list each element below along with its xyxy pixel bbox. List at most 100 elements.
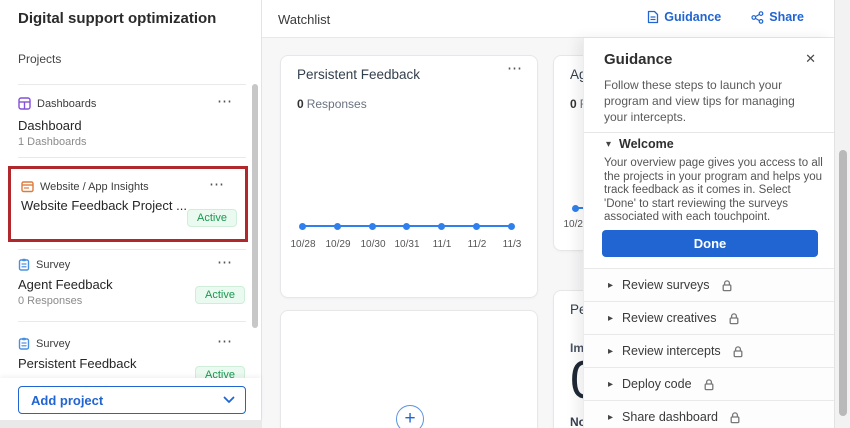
project-subtitle: 1 Dashboards: [18, 136, 87, 148]
dashboard-icon: [18, 97, 31, 110]
status-badge: Active: [187, 209, 237, 227]
divider: [18, 321, 246, 322]
projects-section-label: Projects: [18, 52, 62, 66]
watchlist-card-persistent-feedback[interactable]: Persistent Feedback ⋯ 0 Responses 10/28 1…: [280, 55, 538, 298]
project-type-label: Dashboards: [37, 97, 97, 110]
x-tick-label: 11/2: [467, 239, 487, 250]
project-type-survey: Survey: [18, 337, 70, 350]
guidance-doc-icon: [648, 10, 659, 24]
x-tick-label: 10/28: [290, 239, 316, 250]
chart-point: [299, 222, 306, 230]
caret-right-icon: ▸: [608, 378, 614, 390]
add-project-container: Add project: [0, 378, 261, 420]
watchlist-card-empty: +: [280, 310, 538, 428]
x-tick-label: 11/1: [432, 239, 452, 250]
guidance-button[interactable]: Guidance: [647, 10, 721, 24]
divider: [18, 249, 246, 250]
chart-point: [508, 222, 515, 230]
add-project-label: Add project: [31, 392, 104, 408]
lock-icon: [728, 312, 740, 325]
lock-icon: [732, 345, 744, 358]
step-label: Review intercepts: [622, 344, 721, 358]
lock-icon: [703, 378, 715, 391]
share-icon: [751, 10, 764, 24]
welcome-body-text: Your overview page gives you access to a…: [604, 157, 823, 224]
project-type-label: Website / App Insights: [40, 180, 149, 193]
card-title: Persistent Feedback: [297, 67, 421, 82]
chart-point: [438, 222, 445, 230]
chart-point: [369, 222, 376, 230]
page-scrollbar-track[interactable]: [834, 0, 850, 428]
chart-point: [473, 222, 480, 230]
project-type-dashboards: Dashboards: [18, 97, 96, 110]
project-type-survey: Survey: [18, 258, 70, 271]
caret-right-icon: ▸: [608, 345, 614, 357]
share-button[interactable]: Share: [751, 10, 804, 24]
guidance-intro-text: Follow these steps to launch your progra…: [604, 78, 795, 124]
sidebar-scrollbar[interactable]: [252, 84, 258, 328]
step-label: Deploy code: [622, 377, 692, 391]
card-menu-button[interactable]: ⋯: [507, 60, 523, 77]
guidance-step-deploy-code[interactable]: ▸ Deploy code: [584, 367, 834, 400]
project-menu-button[interactable]: ⋯: [217, 333, 233, 350]
guidance-panel: Guidance ✕ Follow these steps to launch …: [583, 38, 834, 428]
program-title: Digital support optimization: [18, 10, 217, 27]
website-insights-icon: [21, 181, 34, 193]
caret-right-icon: ▸: [608, 312, 614, 324]
guidance-step-review-surveys[interactable]: ▸ Review surveys: [584, 268, 834, 301]
guidance-step-review-creatives[interactable]: ▸ Review creatives: [584, 301, 834, 334]
caret-down-icon: ▾: [606, 138, 612, 150]
lock-icon: [729, 411, 741, 424]
page-scrollbar-thumb[interactable]: [839, 150, 847, 416]
caret-right-icon: ▸: [608, 411, 614, 423]
step-label: Review creatives: [622, 311, 717, 325]
x-tick-label: 10/30: [360, 239, 386, 250]
status-badge: Active: [195, 286, 245, 304]
lock-icon: [721, 279, 733, 292]
add-project-button[interactable]: Add project: [18, 386, 246, 414]
guidance-locked-steps: ▸ Review surveys ▸ Review creatives ▸ Re…: [584, 268, 834, 428]
step-label: Welcome: [619, 137, 674, 151]
project-subtitle: 0 Responses: [18, 295, 83, 307]
project-name[interactable]: Persistent Feedback: [18, 356, 137, 371]
guidance-button-label: Guidance: [664, 10, 722, 24]
project-name[interactable]: Website Feedback Project ...: [21, 198, 187, 213]
caret-right-icon: ▸: [608, 279, 614, 291]
add-widget-button[interactable]: +: [396, 405, 424, 428]
chart-point: [334, 222, 341, 230]
x-tick-label: 10/29: [325, 239, 351, 250]
project-name[interactable]: Dashboard: [18, 118, 82, 133]
step-label: Review surveys: [622, 278, 710, 292]
project-menu-button[interactable]: ⋯: [217, 93, 233, 110]
survey-icon: [18, 337, 30, 350]
project-menu-button[interactable]: ⋯: [217, 254, 233, 271]
guidance-step-review-intercepts[interactable]: ▸ Review intercepts: [584, 334, 834, 367]
chart-point: [572, 204, 579, 212]
x-tick-label: 11/3: [502, 239, 522, 250]
x-tick-label: 10/31: [394, 239, 420, 250]
divider: [18, 157, 246, 158]
guidance-panel-title: Guidance: [604, 51, 673, 68]
project-type-website: Website / App Insights: [21, 180, 149, 193]
project-type-label: Survey: [36, 258, 71, 271]
step-label: Share dashboard: [622, 410, 718, 424]
highlighted-project-card[interactable]: Website / App Insights ⋯ Website Feedbac…: [8, 166, 248, 242]
chevron-down-icon: [223, 396, 235, 403]
project-menu-button[interactable]: ⋯: [209, 176, 225, 193]
project-type-label: Survey: [36, 337, 71, 350]
watchlist-toolbar: Watchlist Guidance Share: [262, 0, 850, 38]
done-button[interactable]: Done: [602, 230, 818, 257]
divider: [18, 84, 246, 85]
project-name[interactable]: Agent Feedback: [18, 277, 113, 292]
watchlist-title: Watchlist: [278, 12, 331, 27]
divider: [584, 132, 834, 133]
chart-point: [403, 222, 410, 230]
share-button-label: Share: [769, 10, 804, 24]
sidebar: Digital support optimization Projects Da…: [0, 0, 262, 428]
survey-icon: [18, 258, 30, 271]
guidance-step-share-dashboard[interactable]: ▸ Share dashboard: [584, 400, 834, 428]
guidance-step-welcome[interactable]: ▾ Welcome: [606, 137, 674, 151]
close-icon[interactable]: ✕: [805, 51, 816, 66]
